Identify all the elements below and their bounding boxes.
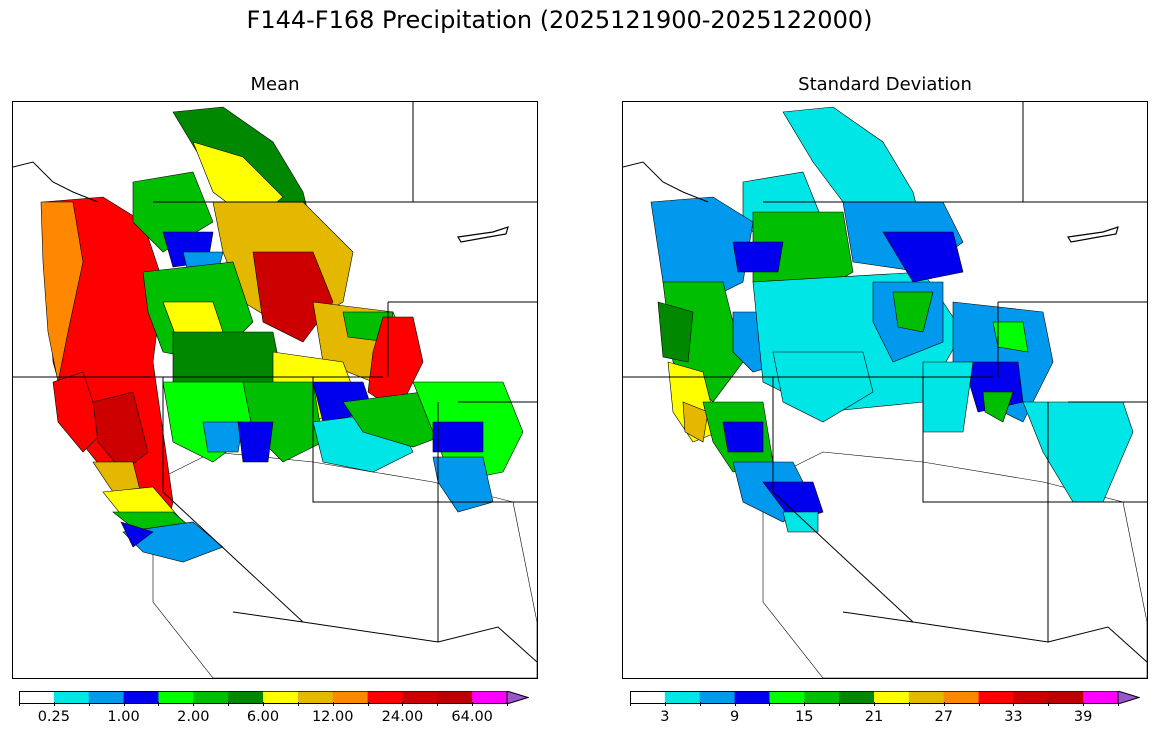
mean-colorbar-tick (123, 702, 125, 706)
mean-colorbar-segment (88, 691, 125, 704)
mean-colorbar-tick (472, 702, 474, 706)
stddev-colorbar-segment (769, 691, 805, 704)
mean-colorbar-tick-label: 12.00 (311, 709, 354, 725)
mean-colorbar (19, 689, 530, 705)
mean-colorbar-tick-label: 6.00 (246, 709, 280, 725)
stddev-colorbar-segment (1048, 691, 1084, 704)
stddev-colorbar-tick (874, 702, 875, 706)
mean-colorbar-tick-label: 2.00 (177, 709, 210, 725)
mean-colorbar-segment (437, 691, 473, 704)
mean-colorbar-tick (332, 702, 334, 706)
mean-colorbar-segment (472, 691, 508, 704)
stddev-colorbar-segment (1083, 691, 1119, 704)
mean-colorbar-tick (88, 702, 90, 706)
stddev-colorbar-tick (943, 702, 945, 706)
mean-colorbar-segment (19, 691, 55, 704)
mean-colorbar-segment (193, 691, 229, 704)
mean-colorbar-svg (19, 690, 530, 705)
stddev-colorbar-segment (1013, 691, 1049, 704)
mean-panel-title: Mean (250, 74, 300, 95)
mean-colorbar-segment (402, 691, 438, 704)
stddev-colorbar-tick (699, 702, 701, 706)
stddev-colorbar-segment (978, 691, 1014, 704)
stddev-map-svg (623, 102, 1147, 678)
mean-colorbar-tick (402, 702, 404, 706)
stddev-colorbar-extend-arrow (1117, 690, 1141, 705)
stddev-colorbar-tick-label: 27 (934, 709, 953, 725)
stddev-colorbar-segment (699, 691, 736, 704)
stddev-colorbar-svg (630, 690, 1141, 705)
mean-colorbar-segment (228, 691, 264, 704)
mean-colorbar-tick-label: 0.25 (37, 709, 70, 725)
mean-colorbar-tick-label: 1.00 (107, 709, 140, 725)
mean-colorbar-segment (158, 691, 194, 704)
stddev-colorbar-segment (839, 691, 875, 704)
mean-colorbar-tick (158, 702, 160, 706)
stddev-panel-title: Standard Deviation (798, 74, 972, 95)
mean-colorbar-tick (228, 702, 230, 706)
stddev-colorbar-tick-label: 33 (1004, 709, 1023, 725)
mean-colorbar-segment (263, 691, 299, 704)
mean-map-svg (13, 102, 537, 678)
stddev-colorbar-tick (734, 702, 736, 706)
mean-colorbar-segment (367, 691, 403, 704)
stddev-colorbar-tick (1048, 702, 1050, 706)
stddev-colorbar-tick (1013, 702, 1015, 706)
stddev-colorbar-tick (769, 702, 771, 706)
mean-colorbar-tick (507, 702, 508, 706)
mean-colorbar-segment (53, 691, 90, 704)
stddev-colorbar-segment (734, 691, 770, 704)
stddev-colorbar (630, 689, 1141, 705)
mean-colorbar-tick (193, 702, 195, 706)
mean-colorbar-tick-label: 24.00 (381, 709, 424, 725)
stddev-colorbar-segment (804, 691, 840, 704)
mean-colorbar-tick (297, 702, 299, 706)
stddev-colorbar-tick (804, 702, 806, 706)
stddev-map (622, 101, 1148, 679)
stddev-colorbar-segment (943, 691, 980, 704)
stddev-colorbar-segment (664, 691, 701, 704)
mean-colorbar-segment (297, 691, 334, 704)
stddev-colorbar-tick (839, 702, 841, 706)
stddev-colorbar-segment (630, 691, 666, 704)
stddev-colorbar-tick (630, 702, 631, 706)
stddev-colorbar-tick-label: 21 (864, 709, 884, 725)
stddev-colorbar-tick-label: 3 (660, 709, 670, 725)
mean-colorbar-tick-label: 64.00 (451, 709, 493, 725)
stddev-colorbar-tick-label: 39 (1073, 709, 1093, 725)
mean-colorbar-extend-arrow (506, 690, 530, 705)
stddev-colorbar-tick (908, 702, 910, 706)
stddev-colorbar-tick (1118, 702, 1119, 706)
mean-colorbar-segment (123, 691, 159, 704)
stddev-colorbar-tick-label: 9 (729, 709, 740, 725)
stddev-colorbar-segment (874, 691, 910, 704)
stddev-colorbar-tick (664, 702, 666, 706)
stddev-colorbar-tick (1083, 702, 1085, 706)
mean-colorbar-tick (437, 702, 439, 706)
mean-colorbar-tick (367, 702, 369, 706)
stddev-colorbar-tick-label: 15 (795, 709, 814, 725)
mean-colorbar-tick (19, 702, 20, 706)
figure-title: F144-F168 Precipitation (2025121900-2025… (246, 6, 873, 34)
stddev-colorbar-tick (978, 702, 980, 706)
stddev-colorbar-segment (908, 691, 945, 704)
mean-colorbar-segment (332, 691, 369, 704)
mean-colorbar-tick (263, 702, 264, 706)
mean-colorbar-tick (53, 702, 55, 706)
mean-map (12, 101, 538, 679)
